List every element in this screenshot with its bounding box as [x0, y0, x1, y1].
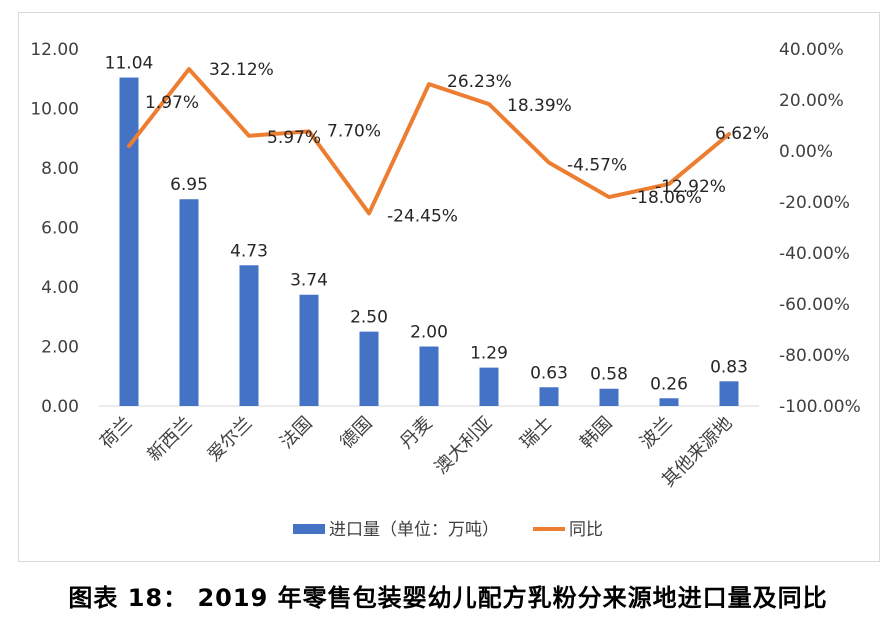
line-value-label: 6.62% [715, 124, 769, 144]
legend: 进口量（单位：万吨） 同比 [293, 520, 603, 540]
right-tick-label: -40.00% [779, 244, 850, 264]
left-tick-label: 10.00 [30, 100, 79, 120]
x-category-label: 荷兰 [96, 413, 136, 453]
x-category-label: 韩国 [576, 413, 616, 453]
left-tick-label: 2.00 [41, 338, 79, 358]
left-tick-label: 0.00 [41, 397, 79, 417]
left-tick-label: 8.00 [41, 159, 79, 179]
right-axis: -100.00% -80.00% -60.00% -40.00% -20.00% 0.00… [779, 40, 861, 417]
bar-value-label: 3.74 [290, 271, 328, 291]
x-category-label: 澳大利亚 [431, 413, 497, 479]
bar [539, 387, 559, 406]
chart-frame: 0.00 2.00 4.00 6.00 8.00 10.00 12.00 -100.00% -… [18, 12, 880, 562]
bar [239, 265, 259, 406]
bar-value-label: 4.73 [230, 241, 268, 261]
left-tick-label: 12.00 [30, 40, 79, 60]
bar [479, 367, 499, 406]
line-value-label: -4.57% [567, 156, 627, 176]
x-category-label: 德国 [336, 413, 376, 453]
bar-value-label: 0.58 [590, 365, 628, 385]
bar-value-label: 0.83 [710, 357, 748, 377]
left-axis: 0.00 2.00 4.00 6.00 8.00 10.00 12.00 [30, 40, 79, 417]
bar-value-label: 6.95 [170, 175, 208, 195]
legend-bar-swatch [293, 524, 325, 534]
left-tick-label: 6.00 [41, 219, 79, 239]
right-tick-label: 0.00% [779, 142, 833, 162]
line-value-label: -12.92% [655, 177, 726, 197]
right-tick-label: 40.00% [779, 40, 844, 60]
bar-value-label: 2.00 [410, 323, 448, 343]
bar-data-labels: 11.04 6.95 4.73 3.74 2.50 2.00 1.29 0.63 0.58 0.2… [105, 54, 748, 395]
bar [179, 199, 199, 406]
line-value-label: 26.23% [447, 72, 512, 92]
bar-value-label: 11.04 [105, 54, 154, 74]
x-category-label: 爱尔兰 [204, 413, 257, 466]
line-value-label: 32.12% [209, 60, 274, 80]
bar [419, 346, 439, 406]
line-value-label: -18.06% [631, 188, 702, 208]
bar [119, 77, 139, 406]
bar [359, 331, 379, 406]
x-category-label: 瑞士 [516, 413, 556, 453]
yoy-line [127, 67, 731, 216]
legend-line-label: 同比 [569, 520, 603, 540]
x-category-label: 波兰 [636, 413, 676, 453]
line-value-label: 7.70% [327, 121, 381, 141]
bar-value-label: 1.29 [470, 344, 508, 364]
right-tick-label: -20.00% [779, 193, 850, 213]
bar-series [119, 77, 739, 406]
line-value-label: -24.45% [387, 206, 458, 226]
bar-value-label: 2.50 [350, 308, 388, 328]
x-category-label: 丹麦 [396, 413, 436, 453]
bar [599, 388, 619, 406]
bar [659, 398, 679, 406]
x-category-label: 法国 [276, 413, 316, 453]
bar [719, 381, 739, 406]
figure-caption: 图表 18： 2019 年零售包装婴幼儿配方乳粉分来源地进口量及同比 [68, 584, 828, 612]
line-value-label: 1.97% [145, 93, 199, 113]
bar-value-label: 0.63 [530, 363, 568, 383]
bar-value-label: 0.26 [650, 374, 688, 394]
line-value-label: 5.97% [267, 128, 321, 148]
right-tick-label: -80.00% [779, 346, 850, 366]
right-tick-label: 20.00% [779, 91, 844, 111]
right-tick-label: -60.00% [779, 295, 850, 315]
bar [299, 294, 319, 406]
left-tick-label: 4.00 [41, 278, 79, 298]
right-tick-label: -100.00% [779, 397, 861, 417]
line-data-labels: 1.97% 32.12% 5.97% 7.70% -24.45% 26.23% 18.39%… [145, 60, 769, 226]
x-category-label: 新西兰 [144, 413, 197, 466]
legend-bar-label: 进口量（单位：万吨） [329, 520, 499, 540]
line-value-label: 18.39% [507, 96, 572, 116]
